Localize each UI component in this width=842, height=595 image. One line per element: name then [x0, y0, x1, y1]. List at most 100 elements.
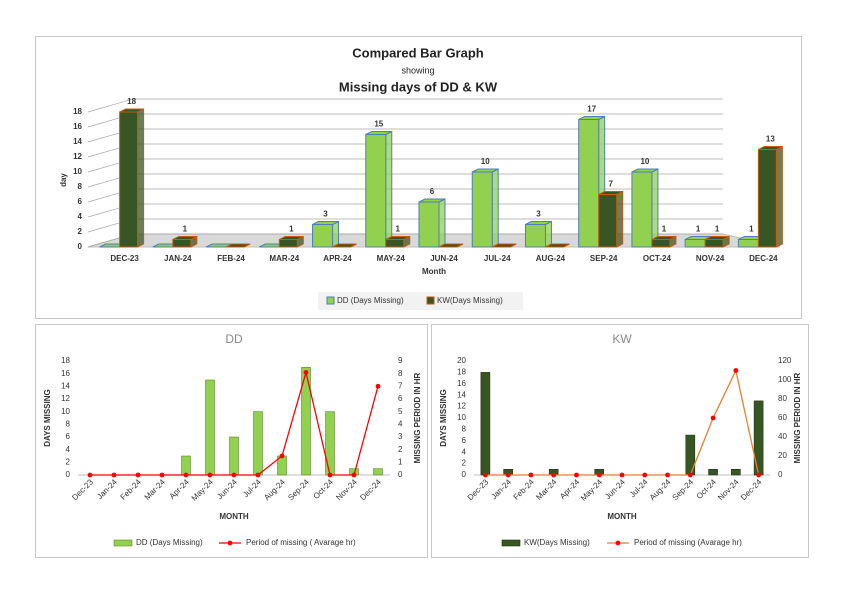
x-tick-label: NOV-24: [696, 254, 725, 263]
data-label: 17: [587, 105, 596, 114]
chart-title: Compared Bar Graph: [352, 45, 484, 60]
chart-frame: [431, 324, 809, 558]
legend-label: Period of missing (Avarage hr): [634, 538, 742, 547]
y-tick-label: 12: [61, 394, 70, 403]
y-tick-label: 12: [457, 402, 466, 411]
bar: [704, 239, 724, 248]
bar: [119, 111, 139, 248]
marker: [687, 472, 693, 478]
marker: [733, 368, 739, 373]
bar: [524, 224, 546, 248]
legend-marker: [615, 540, 621, 546]
y-tick-label: 6: [66, 432, 71, 441]
bar: [731, 468, 741, 476]
x-tick-label: DEC-24: [749, 254, 778, 263]
data-label: 18: [127, 97, 136, 106]
bar-side: [385, 130, 393, 248]
y-tick-label: 2: [78, 227, 83, 236]
bar: [385, 239, 405, 248]
legend-label: Period of missing ( Avarage hr): [246, 538, 356, 547]
bar: [312, 224, 334, 248]
y-tick-label: 20: [457, 356, 466, 365]
y2-tick-label: 8: [398, 369, 403, 378]
x-tick-label: JAN-24: [164, 254, 192, 263]
bar-top: [545, 243, 570, 248]
y2-tick-label: 100: [778, 375, 792, 384]
bar: [708, 468, 718, 476]
y2-tick-label: 60: [778, 413, 787, 422]
y2-tick-label: 1: [398, 457, 403, 466]
bar: [325, 411, 335, 476]
bar: [598, 194, 618, 248]
bar-side: [775, 145, 783, 248]
y-tick-label: 2: [462, 459, 467, 468]
data-label: 1: [715, 225, 720, 234]
bar: [278, 239, 298, 248]
bar-side: [651, 168, 659, 248]
marker: [135, 472, 141, 478]
x-tick-label: DEC-23: [110, 254, 139, 263]
legend-swatch: [113, 539, 133, 547]
marker: [710, 415, 716, 421]
bar: [205, 379, 215, 476]
marker: [327, 472, 333, 478]
x-tick-label: JUN-24: [430, 254, 458, 263]
data-label: 1: [662, 225, 667, 234]
y2-tick-label: 120: [778, 356, 792, 365]
chart-frame: [35, 36, 802, 319]
x-tick-label: FEB-24: [217, 254, 245, 263]
bar-side: [137, 108, 145, 248]
marker: [183, 472, 189, 478]
x-axis-title: Month: [422, 267, 446, 276]
y2-tick-label: 7: [398, 381, 403, 390]
bar-top: [332, 243, 357, 248]
y2-tick-label: 4: [398, 419, 403, 428]
data-label: 10: [481, 157, 490, 166]
y-tick-label: 0: [78, 242, 83, 251]
bar: [471, 171, 493, 248]
y2-tick-label: 40: [778, 432, 787, 441]
x-tick-label: AUG-24: [536, 254, 566, 263]
bar: [229, 436, 239, 476]
y-tick-label: 10: [61, 407, 70, 416]
y-tick-label: 8: [66, 419, 71, 428]
x-axis-title: MONTH: [607, 512, 637, 521]
y-tick-label: 12: [73, 152, 82, 161]
y-tick-label: 4: [66, 445, 71, 454]
data-label: 1: [183, 225, 188, 234]
x-tick-label: APR-24: [323, 254, 352, 263]
bar: [737, 239, 759, 248]
data-label: 1: [696, 225, 701, 234]
y-axis-title: day: [59, 173, 68, 187]
y-tick-label: 4: [78, 212, 83, 221]
marker: [87, 472, 93, 478]
data-label: 7: [608, 180, 613, 189]
bar: [578, 119, 600, 248]
y-tick-label: 4: [462, 447, 467, 456]
legend-box: [318, 292, 523, 310]
legend-marker: [227, 540, 233, 546]
y2-axis-title: MISSING PERIOD IN HR: [793, 372, 802, 463]
bar: [373, 468, 383, 476]
bar-top: [492, 243, 517, 248]
y2-tick-label: 0: [398, 470, 403, 479]
legend-label: DD (Days Missing): [136, 538, 203, 547]
x-tick-label: MAR-24: [269, 254, 299, 263]
y2-axis-title: MISSING PERIOD IN HR: [413, 372, 422, 463]
chart-title: showing: [401, 65, 434, 75]
y-axis-title: DAYS MISSING: [439, 389, 448, 447]
bar-top: [438, 243, 464, 248]
bar-side: [438, 198, 446, 248]
y-tick-label: 16: [61, 369, 70, 378]
bar: [365, 134, 387, 248]
y-tick-label: 18: [61, 356, 70, 365]
y-tick-label: 14: [73, 137, 82, 146]
data-label: 15: [374, 120, 383, 129]
marker: [111, 472, 117, 478]
marker: [279, 453, 285, 459]
x-tick-label: SEP-24: [590, 254, 618, 263]
marker: [207, 472, 213, 478]
legend-swatch: [501, 539, 521, 547]
y2-tick-label: 2: [398, 445, 403, 454]
x-tick-label: OCT-24: [643, 254, 672, 263]
